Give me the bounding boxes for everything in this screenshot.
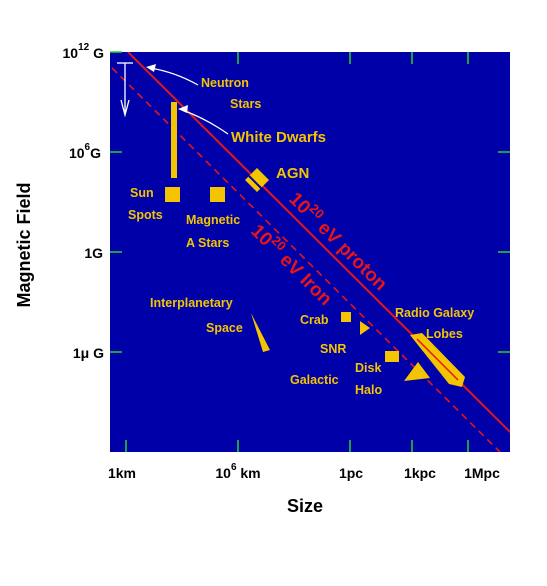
snr-label: SNR — [320, 342, 346, 356]
sun-spots-label: Sun — [130, 186, 154, 200]
neutron-stars-label: Neutron — [201, 76, 249, 90]
x-tick-label-1kpc: 1kpc — [404, 465, 436, 481]
agn-shape — [245, 168, 269, 192]
neutron-star-range-arrow — [117, 62, 133, 118]
halo-triangle — [404, 362, 430, 381]
x-axis-title: Size — [287, 496, 323, 516]
x-tick-label-1e6km: 106 km — [215, 462, 260, 481]
x-axis-ticks — [125, 52, 469, 452]
interplanetary-space-label-line2: Space — [206, 321, 243, 335]
white-dwarfs-pointer-arrowhead — [178, 105, 188, 113]
y-tick-label-1e12: 1012 G — [63, 42, 105, 61]
galactic-label: Galactic — [290, 373, 339, 387]
white-dwarfs-label: White Dwarfs — [231, 129, 326, 146]
snr-triangle — [360, 321, 370, 335]
plot-area — [110, 52, 510, 452]
y-tick-label-1e6: 106G — [69, 142, 101, 161]
agn-label: AGN — [276, 165, 309, 182]
neutron-stars-label-line2: Stars — [230, 97, 261, 111]
crab-label: Crab — [300, 313, 329, 327]
y-axis-title: Magnetic Field — [14, 182, 34, 307]
agn-shape-mark — [248, 175, 264, 191]
disk-rectangle — [385, 351, 399, 362]
radio-galaxy-lobes-label: Radio Galaxy — [395, 306, 474, 320]
radio-galaxy-lobes-mark — [416, 338, 459, 381]
y-tick-label-1g: 1G — [84, 245, 103, 261]
white-dwarfs-bar — [171, 102, 177, 178]
crab-square — [341, 312, 351, 322]
magnetic-a-stars-label: Magnetic — [186, 213, 240, 227]
magnetic-a-stars-square — [210, 187, 225, 202]
sun-spots-square — [165, 187, 180, 202]
x-tick-label-1pc: 1pc — [339, 465, 363, 481]
sun-spots-label-line2: Spots — [128, 208, 163, 222]
y-axis-ticks — [110, 51, 510, 353]
y-tick-label-1ug: 1μ G — [73, 345, 104, 361]
radio-galaxy-lobes-label-line2: Lobes — [426, 327, 463, 341]
x-tick-label-1mpc: 1Mpc — [464, 465, 500, 481]
interplanetary-space-label: Interplanetary — [150, 296, 233, 310]
interplanetary-space-shape — [251, 313, 270, 352]
disk-label: Disk — [355, 361, 381, 375]
x-tick-label-1km: 1km — [108, 465, 136, 481]
neutron-stars-pointer-arrowhead — [146, 64, 156, 72]
halo-label: Halo — [355, 383, 382, 397]
magnetic-a-stars-label-line2: A Stars — [186, 236, 229, 250]
